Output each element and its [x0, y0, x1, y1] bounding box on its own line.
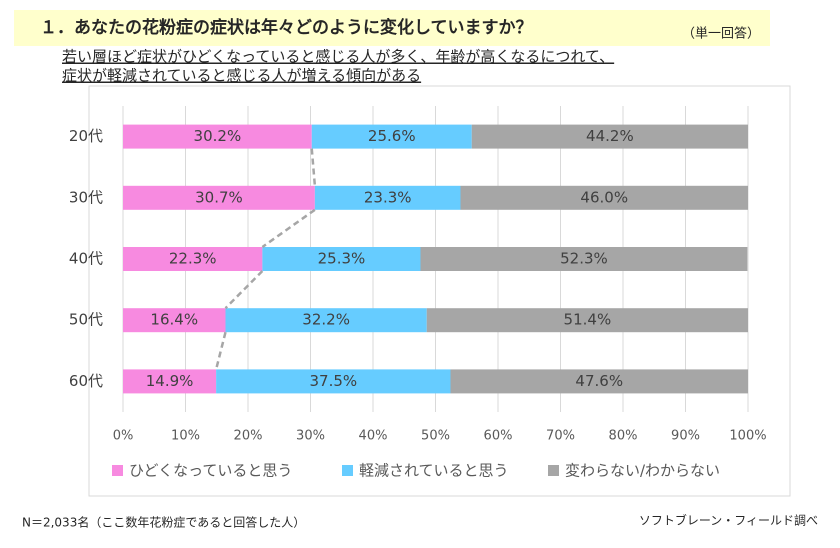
- value-label: 25.6%: [368, 127, 416, 145]
- value-label: 47.6%: [575, 372, 623, 390]
- legend-label: 軽減されていると思う: [359, 462, 509, 480]
- value-label: 22.3%: [169, 250, 217, 268]
- title-band: [14, 10, 770, 46]
- legend-swatch: [342, 465, 353, 476]
- x-tick-label: 40%: [359, 429, 388, 444]
- trend-connector: [214, 331, 227, 370]
- trend-connector: [224, 270, 264, 310]
- summary-line: 若い層ほど症状がひどくなっていると感じる人が多く、年齢が高くなるにつれて、: [62, 48, 614, 66]
- x-tick-label: 100%: [729, 429, 766, 444]
- x-tick-label: 60%: [484, 429, 513, 444]
- bar-segment: [262, 247, 421, 271]
- bar-segment: [426, 308, 748, 333]
- value-label: 23.3%: [364, 188, 412, 206]
- legend-label: ひどくなっていると思う: [129, 462, 292, 480]
- bar-segment: [123, 247, 263, 271]
- y-tick-label: 20代: [69, 127, 103, 145]
- x-tick-label: 20%: [234, 429, 263, 444]
- value-label: 16.4%: [150, 311, 198, 329]
- x-tick-label: 10%: [171, 429, 200, 444]
- bar-segment: [471, 124, 748, 149]
- y-tick-label: 40代: [69, 250, 103, 268]
- value-label: 25.3%: [318, 250, 366, 268]
- bar-segment: [460, 185, 748, 210]
- y-tick-label: 30代: [69, 188, 103, 206]
- chart-frame: [88, 85, 791, 497]
- bar-segment: [314, 185, 461, 210]
- summary-line: 症状が軽減されていると感じる人が増える傾向がある: [62, 67, 421, 85]
- bar-segment: [450, 369, 748, 394]
- bar-segment: [225, 308, 427, 333]
- bar-segment: [123, 185, 315, 210]
- sample-note: N＝2,033名（ここ数年花粉症であると回答した人）: [22, 515, 305, 530]
- bar-segment: [123, 308, 226, 333]
- value-label: 51.4%: [564, 311, 612, 329]
- y-tick-label: 60代: [69, 372, 103, 390]
- bar-segment: [216, 369, 451, 394]
- legend-swatch: [548, 465, 559, 476]
- x-tick-label: 80%: [609, 429, 638, 444]
- bar-segment: [420, 247, 748, 271]
- legend-label: 変わらない/わからない: [565, 462, 720, 480]
- x-tick-label: 0%: [113, 429, 134, 444]
- answer-note: （単一回答）: [682, 26, 760, 42]
- bar-segment: [123, 369, 217, 394]
- trend-connector: [310, 148, 317, 186]
- value-label: 52.3%: [560, 250, 608, 268]
- trend-connector: [261, 208, 316, 249]
- value-label: 37.5%: [309, 372, 357, 390]
- source: ソフトブレーン・フィールド調べ: [639, 513, 818, 528]
- value-label: 32.2%: [302, 311, 350, 329]
- bar-segment: [311, 124, 472, 149]
- value-label: 44.2%: [586, 127, 634, 145]
- x-tick-label: 70%: [546, 429, 575, 444]
- x-tick-label: 50%: [421, 429, 450, 444]
- bar-segment: [123, 124, 312, 149]
- y-tick-label: 50代: [69, 311, 103, 329]
- value-label: 30.7%: [195, 188, 243, 206]
- x-tick-label: 30%: [296, 429, 325, 444]
- title: １．あなたの花粉症の症状は年々どのように変化していますか？: [40, 17, 533, 38]
- value-label: 14.9%: [146, 372, 194, 390]
- legend-swatch: [112, 465, 123, 476]
- value-label: 46.0%: [580, 188, 628, 206]
- x-tick-label: 90%: [671, 429, 700, 444]
- value-label: 30.2%: [194, 127, 242, 145]
